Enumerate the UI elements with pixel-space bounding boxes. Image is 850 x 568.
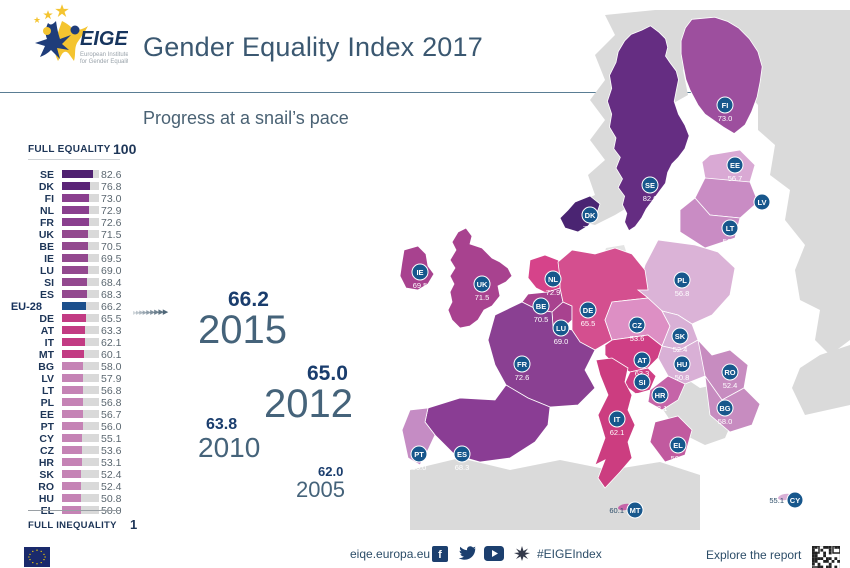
svg-text:55.1: 55.1	[769, 496, 784, 505]
svg-text:LU: LU	[556, 324, 566, 333]
svg-text:LT: LT	[726, 224, 735, 233]
svg-text:72.9: 72.9	[546, 288, 561, 297]
svg-text:53.6: 53.6	[630, 334, 645, 343]
svg-text:53.1: 53.1	[653, 404, 668, 413]
svg-text:71.5: 71.5	[475, 293, 490, 302]
svg-text:56.7: 56.7	[728, 174, 743, 183]
svg-text:50.8: 50.8	[675, 373, 690, 382]
svg-text:69.5: 69.5	[413, 281, 428, 290]
svg-text:IE: IE	[416, 268, 423, 277]
svg-text:SI: SI	[638, 378, 645, 387]
svg-text:IT: IT	[614, 415, 621, 424]
svg-text:69.0: 69.0	[554, 337, 569, 346]
svg-text:56.8: 56.8	[675, 289, 690, 298]
svg-text:62.1: 62.1	[610, 428, 625, 437]
svg-text:57.9: 57.9	[755, 211, 770, 220]
svg-text:EE: EE	[730, 161, 740, 170]
svg-text:BG: BG	[719, 404, 730, 413]
svg-text:73.0: 73.0	[718, 114, 733, 123]
svg-text:PT: PT	[414, 450, 424, 459]
svg-text:52.4: 52.4	[723, 381, 738, 390]
svg-text:70.5: 70.5	[534, 315, 549, 324]
svg-text:SE: SE	[645, 181, 655, 190]
svg-text:FR: FR	[517, 360, 528, 369]
svg-text:MT: MT	[630, 506, 641, 515]
svg-text:PL: PL	[677, 276, 687, 285]
svg-text:AT: AT	[637, 356, 647, 365]
svg-text:58.0: 58.0	[718, 417, 733, 426]
svg-text:CZ: CZ	[632, 321, 642, 330]
svg-text:EL: EL	[673, 441, 683, 450]
svg-text:LV: LV	[757, 198, 766, 207]
svg-text:RO: RO	[724, 368, 735, 377]
svg-text:65.5: 65.5	[581, 319, 596, 328]
svg-text:HR: HR	[655, 391, 666, 400]
svg-text:60.1: 60.1	[609, 506, 624, 515]
svg-text:DE: DE	[583, 306, 593, 315]
svg-text:HU: HU	[677, 360, 688, 369]
svg-text:52.4: 52.4	[673, 345, 688, 354]
svg-text:56.0: 56.0	[412, 463, 427, 472]
svg-text:76.8: 76.8	[583, 224, 598, 233]
svg-text:FI: FI	[722, 101, 729, 110]
svg-text:UK: UK	[477, 280, 488, 289]
svg-text:NL: NL	[548, 275, 558, 284]
svg-text:50.0: 50.0	[671, 454, 686, 463]
svg-text:BE: BE	[536, 302, 546, 311]
svg-text:ES: ES	[457, 450, 467, 459]
svg-text:82.6: 82.6	[643, 194, 658, 203]
svg-text:CY: CY	[790, 496, 800, 505]
svg-text:56.8: 56.8	[723, 237, 738, 246]
svg-text:72.6: 72.6	[515, 373, 530, 382]
svg-text:DK: DK	[585, 211, 596, 220]
svg-text:SK: SK	[675, 332, 686, 341]
svg-text:68.4: 68.4	[635, 391, 650, 400]
svg-text:68.3: 68.3	[455, 463, 470, 472]
